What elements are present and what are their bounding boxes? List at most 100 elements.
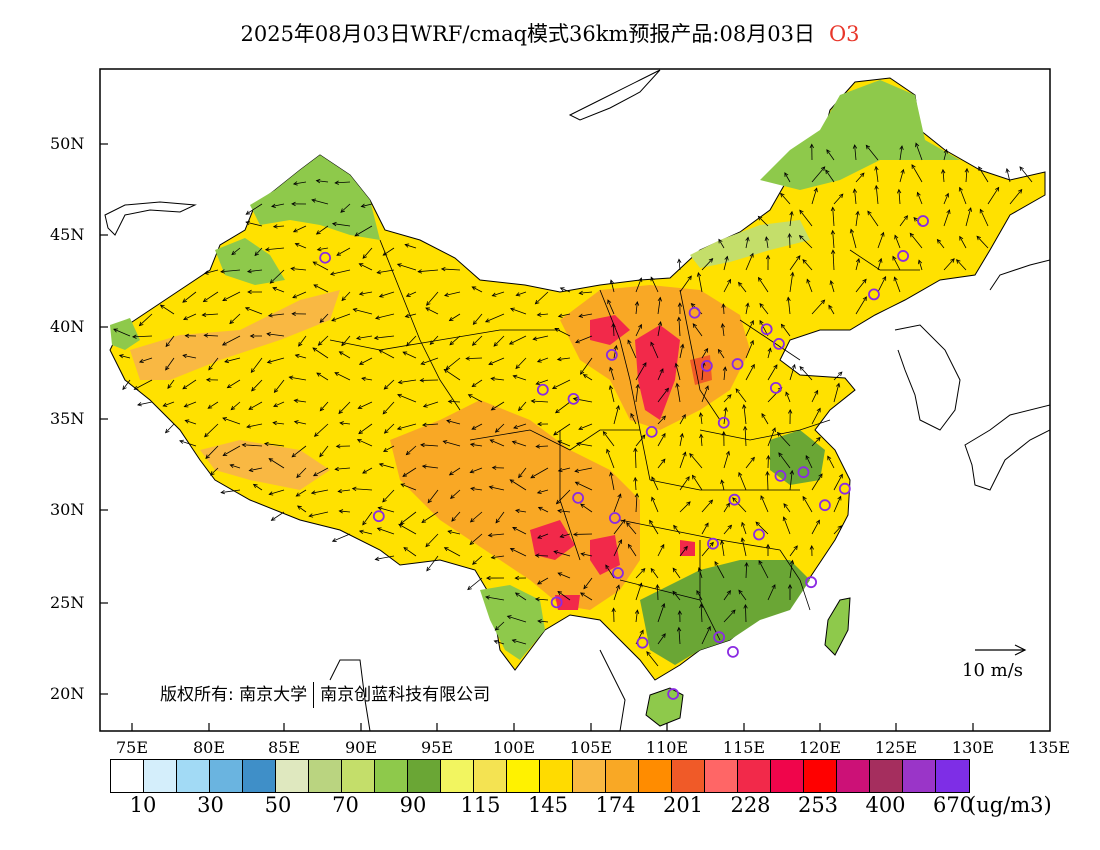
wind-arrow	[723, 590, 731, 601]
city-station-marker	[645, 425, 658, 438]
wind-arrow	[635, 582, 643, 601]
wind-arrow	[789, 545, 798, 557]
wind-arrow	[443, 368, 461, 381]
wind-arrow	[745, 456, 755, 469]
wind-arrow	[743, 603, 748, 623]
wind-arrow	[402, 351, 417, 359]
city-station-marker	[319, 251, 332, 264]
wind-arrow	[553, 423, 571, 436]
wind-arrow	[488, 485, 505, 491]
wind-arrow	[429, 335, 439, 346]
wind-arrow	[911, 164, 923, 183]
city-station-marker	[636, 636, 649, 649]
wind-arrow	[894, 234, 901, 249]
wind-arrow	[334, 180, 351, 185]
colorbar-swatch	[573, 760, 606, 792]
wind-arrow	[613, 539, 623, 557]
wind-arrow	[247, 289, 263, 295]
wind-arrow	[580, 503, 593, 513]
hotspot-shanxi	[635, 325, 680, 420]
wind-arrow	[852, 188, 858, 205]
wind-arrow	[855, 257, 861, 271]
city-station-marker	[717, 416, 730, 429]
colorbar-swatch	[441, 760, 474, 792]
wind-arrow	[336, 247, 351, 256]
wind-arrow	[811, 299, 826, 315]
wind-arrow	[575, 335, 593, 344]
wind-arrow	[720, 539, 725, 557]
wind-arrow	[811, 389, 819, 403]
wind-arrow	[855, 210, 860, 227]
wind-arrow	[315, 178, 329, 184]
wind-arrow	[378, 349, 395, 359]
wind-arrow	[745, 363, 755, 381]
wind-arrow	[209, 467, 219, 476]
wind-arrow	[554, 328, 571, 337]
wind-arrow	[383, 379, 395, 390]
wind-arrow	[877, 257, 883, 271]
wind-arrow	[383, 445, 395, 452]
wind-arrow	[222, 417, 241, 425]
wind-arrow	[296, 467, 307, 479]
wind-reference-arrow	[975, 644, 1027, 656]
caspian-coastline	[104, 201, 197, 236]
wind-arrow	[738, 589, 747, 601]
wind-arrow	[376, 269, 395, 275]
colorbar-tick-label: 30	[197, 793, 224, 817]
wind-arrow	[509, 479, 527, 491]
wind-arrow	[698, 412, 704, 425]
wind-arrow	[204, 423, 219, 438]
wind-arrow	[766, 454, 771, 469]
wind-arrow	[472, 555, 483, 565]
green-zone-northwest-west	[215, 238, 285, 285]
wind-arrow	[830, 229, 836, 249]
wind-arrow	[490, 401, 505, 411]
wind-arrow	[537, 533, 549, 539]
wind-arrow	[551, 379, 571, 389]
wind-arrow	[627, 339, 637, 359]
city-station-marker	[728, 493, 741, 506]
wind-arrow	[201, 312, 219, 317]
wind-arrow	[809, 545, 814, 557]
wind-arrow	[220, 489, 241, 495]
wind-arrow	[941, 168, 946, 183]
city-station-marker	[550, 596, 563, 609]
wind-arrow	[471, 335, 483, 346]
wind-arrow	[338, 401, 351, 415]
wind-arrow	[268, 458, 285, 469]
wind-arrow	[488, 357, 505, 366]
wind-arrow	[735, 388, 747, 403]
wind-arrow	[362, 511, 373, 526]
wind-arrow	[745, 252, 754, 271]
wind-arrow	[448, 313, 461, 322]
wind-arrow	[471, 286, 483, 293]
wind-arrow	[425, 307, 439, 315]
wind-arrow	[293, 420, 307, 425]
colorbar-tick-label: 670	[932, 793, 974, 817]
wind-arrow	[630, 412, 637, 425]
wind-arrow	[650, 341, 659, 359]
wind-arrow	[291, 311, 307, 316]
wind-arrow	[229, 463, 241, 469]
wind-arrow	[467, 394, 483, 403]
green-zone-yunnan	[480, 585, 545, 660]
lat-label-20n: 20N	[50, 684, 85, 703]
wind-arrow	[609, 471, 615, 491]
wind-arrow	[491, 291, 505, 297]
wind-arrow	[508, 335, 527, 345]
wind-arrow	[164, 423, 175, 434]
wind-arrow	[701, 625, 711, 645]
wind-arrow	[575, 441, 593, 447]
wind-arrow	[183, 401, 197, 408]
wind-arrow	[759, 302, 769, 315]
green-zone-northeast	[760, 80, 960, 190]
city-station-marker	[727, 645, 739, 658]
wind-arrow	[826, 149, 835, 161]
wind-arrow	[557, 572, 571, 579]
wind-arrow	[761, 413, 769, 425]
wind-arrow	[557, 440, 571, 447]
wind-arrow	[634, 492, 640, 513]
wind-arrow	[789, 363, 796, 381]
wind-arrow	[421, 464, 439, 469]
